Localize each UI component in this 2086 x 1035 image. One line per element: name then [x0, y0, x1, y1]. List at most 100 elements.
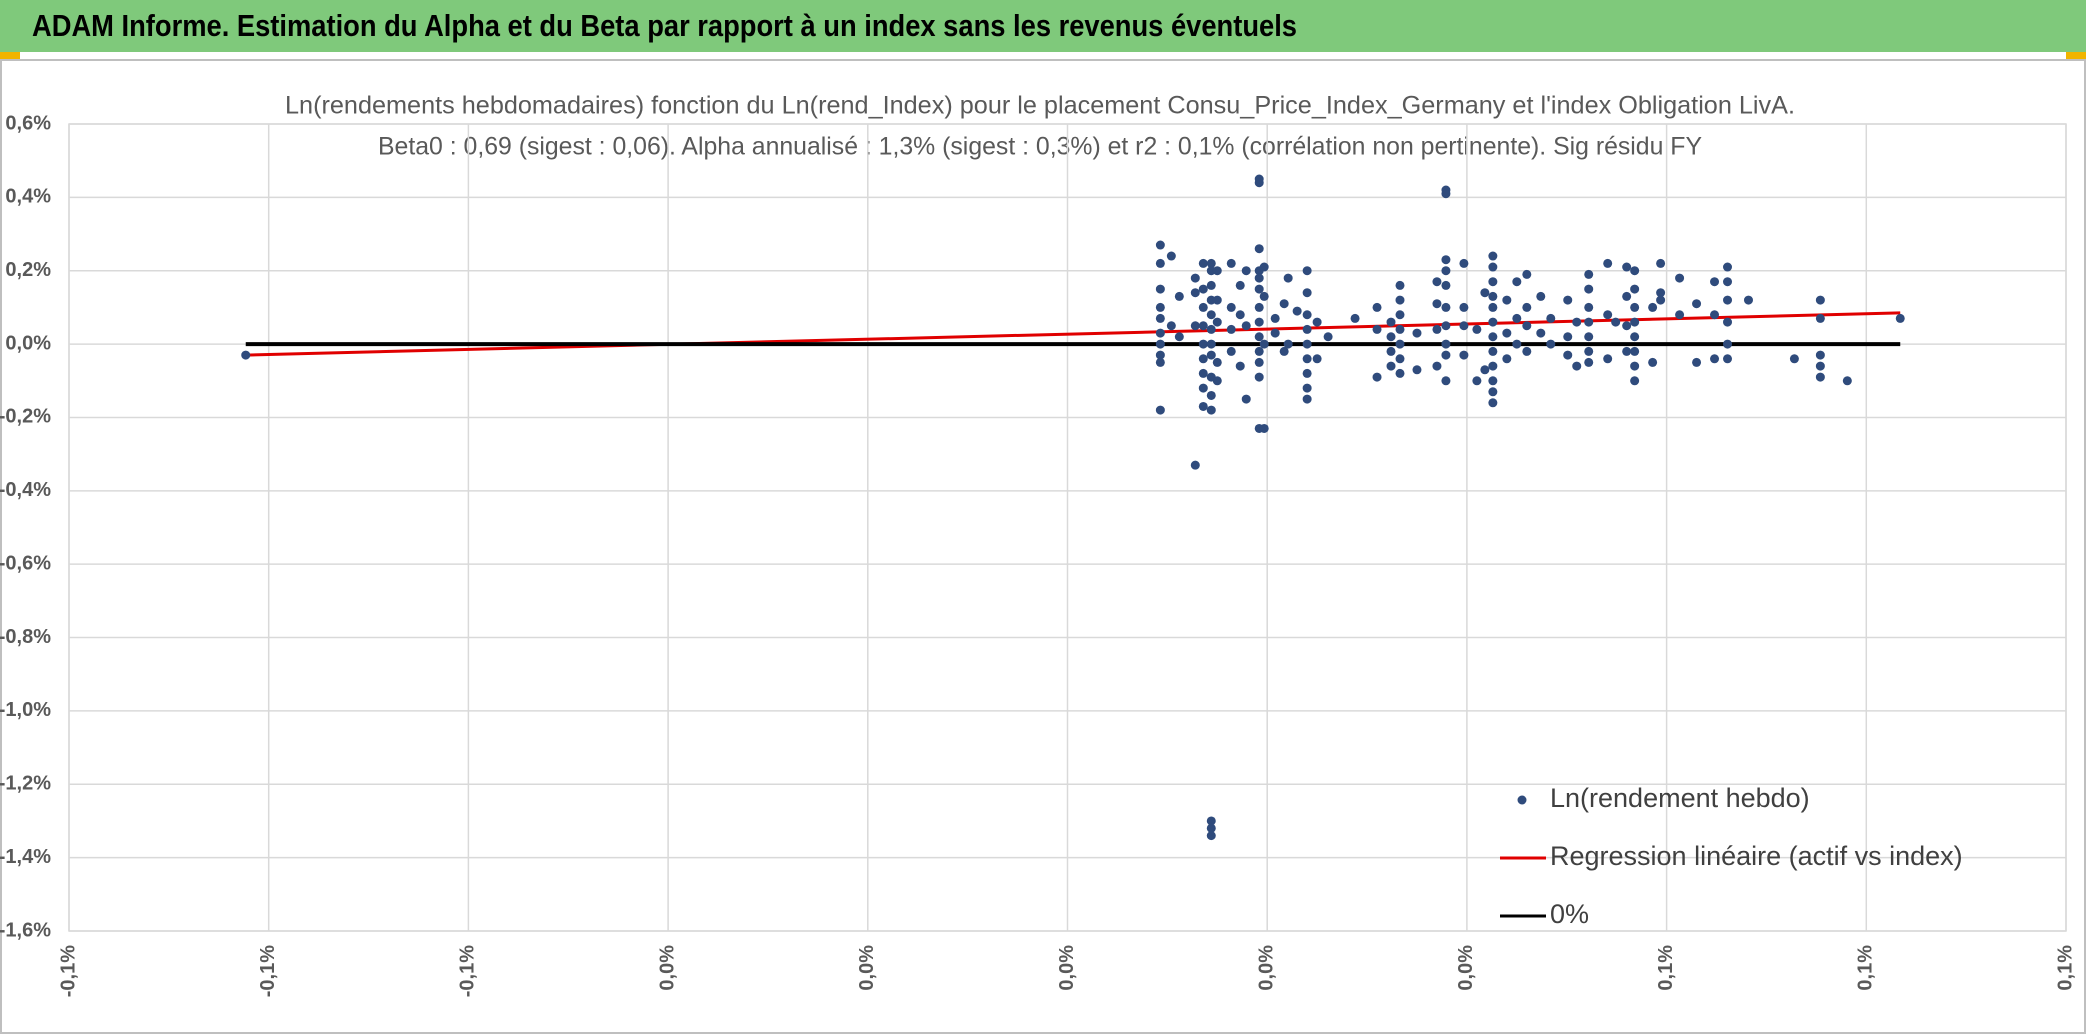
data-point — [1488, 262, 1498, 272]
data-point — [1259, 262, 1269, 272]
data-point — [1212, 295, 1222, 305]
data-point — [1648, 357, 1658, 367]
legend-label: Ln(rendement hebdo) — [1550, 783, 1810, 813]
data-point — [1603, 258, 1613, 268]
data-point — [1603, 354, 1613, 364]
data-point — [1155, 339, 1165, 349]
data-point — [1546, 339, 1556, 349]
data-point — [1395, 310, 1405, 320]
data-point — [1584, 284, 1594, 294]
data-point — [1270, 313, 1280, 323]
x-tick-label: 0,0% — [1255, 945, 1277, 991]
data-point — [1584, 346, 1594, 356]
data-point — [1488, 277, 1498, 287]
chart-frame — [0, 59, 2086, 1034]
data-point — [1584, 317, 1594, 327]
data-point — [1412, 328, 1422, 338]
data-point — [1488, 387, 1498, 397]
x-tick-label: -0,1% — [257, 945, 279, 997]
data-point — [1441, 350, 1451, 360]
series-line — [245, 311, 1901, 357]
data-point — [1155, 284, 1165, 294]
data-point — [1815, 361, 1825, 371]
data-point — [1488, 291, 1498, 301]
data-point — [1279, 299, 1289, 309]
data-point — [1395, 324, 1405, 334]
x-tick-label: 0,0% — [1056, 945, 1078, 991]
data-point — [1174, 332, 1184, 342]
data-point — [1584, 269, 1594, 279]
data-point — [1630, 266, 1640, 276]
data-point — [1522, 269, 1532, 279]
data-point — [1441, 376, 1451, 386]
data-point — [1270, 328, 1280, 338]
data-point — [1488, 398, 1498, 408]
data-point — [1241, 266, 1251, 276]
data-point — [1254, 244, 1264, 254]
data-point — [1302, 354, 1312, 364]
x-tick-label: 0,1% — [1855, 945, 1877, 991]
data-point — [1563, 350, 1573, 360]
data-point — [1190, 288, 1200, 298]
data-point — [1155, 405, 1165, 415]
data-point — [1155, 302, 1165, 312]
data-point — [1283, 273, 1293, 283]
data-point — [1198, 354, 1208, 364]
x-tick-label: 0,0% — [1455, 945, 1477, 991]
legend-label: Regression linéaire (actif vs index) — [1550, 841, 1963, 871]
data-point — [1395, 339, 1405, 349]
data-point — [1395, 368, 1405, 378]
y-tick-label: -0,8% — [0, 626, 51, 648]
data-point — [1675, 273, 1685, 283]
data-point — [1675, 310, 1685, 320]
data-point — [1546, 313, 1556, 323]
data-point — [1441, 339, 1451, 349]
data-point — [1226, 324, 1236, 334]
data-point — [1723, 262, 1733, 272]
header-title: ADAM Informe. Estimation du Alpha et du … — [32, 8, 1297, 43]
data-point — [1206, 816, 1216, 826]
data-point — [1166, 251, 1176, 261]
data-point — [1630, 317, 1640, 327]
data-point — [1198, 258, 1208, 268]
data-point — [1212, 317, 1222, 327]
data-point — [1302, 288, 1312, 298]
corner-mark — [0, 52, 20, 60]
data-point — [1692, 299, 1702, 309]
x-tick-label: 0,0% — [656, 945, 678, 991]
data-point — [1206, 258, 1216, 268]
x-tick-label: -0,1% — [57, 945, 79, 997]
data-point — [1386, 317, 1396, 327]
data-point — [1656, 288, 1666, 298]
data-point — [1206, 324, 1216, 334]
data-point — [1155, 350, 1165, 360]
data-point — [1254, 332, 1264, 342]
data-point — [1630, 376, 1640, 386]
data-point — [1502, 354, 1512, 364]
data-point — [1536, 291, 1546, 301]
y-tick-label: -1,0% — [0, 699, 51, 721]
data-point — [1412, 365, 1422, 375]
data-point — [1432, 299, 1442, 309]
data-point — [1611, 317, 1621, 327]
data-point — [1212, 357, 1222, 367]
data-point — [1206, 350, 1216, 360]
data-point — [1254, 178, 1264, 188]
data-point — [1350, 313, 1360, 323]
data-point — [1198, 383, 1208, 393]
data-point — [1155, 258, 1165, 268]
y-tick-label: -1,4% — [0, 846, 51, 868]
data-point — [1254, 317, 1264, 327]
corner-mark — [2066, 52, 2086, 60]
data-point — [1235, 361, 1245, 371]
x-tick-label: 0,1% — [2054, 945, 2076, 991]
data-point — [1386, 361, 1396, 371]
data-point — [1302, 324, 1312, 334]
data-point — [1372, 372, 1382, 382]
data-point — [1226, 346, 1236, 356]
y-tick-label: -1,2% — [0, 773, 51, 795]
data-point — [1312, 354, 1322, 364]
data-point — [1206, 339, 1216, 349]
data-point — [1259, 423, 1269, 433]
data-point — [1441, 302, 1451, 312]
